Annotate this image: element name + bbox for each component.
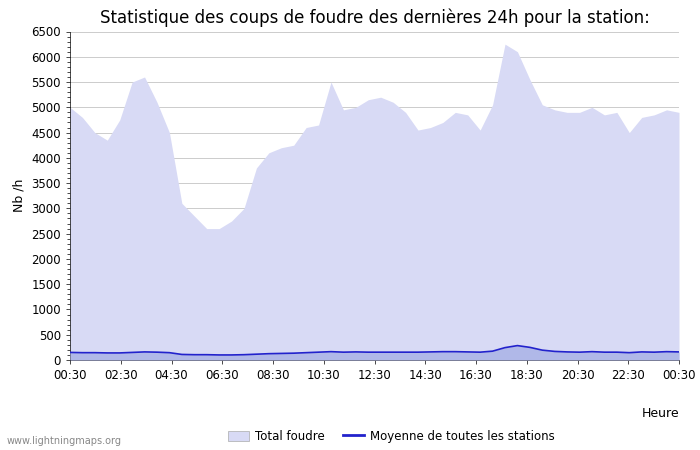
Y-axis label: Nb /h: Nb /h [13, 179, 26, 212]
Text: www.lightningmaps.org: www.lightningmaps.org [7, 436, 122, 446]
Title: Statistique des coups de foudre des dernières 24h pour la station:: Statistique des coups de foudre des dern… [99, 9, 650, 27]
Text: Heure: Heure [641, 407, 679, 420]
